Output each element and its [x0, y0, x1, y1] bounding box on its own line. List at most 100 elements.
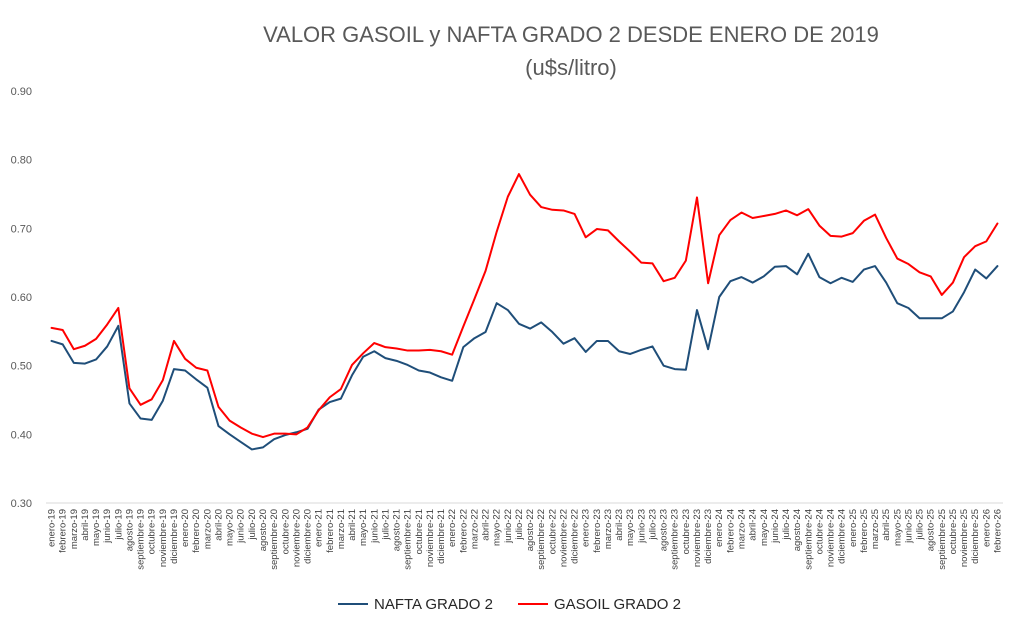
x-tick-label: julio-25	[915, 509, 926, 541]
x-tick-label: diciembre-19	[169, 509, 180, 564]
x-tick-label: febrero-26	[992, 509, 1003, 553]
x-tick-label: octubre-20	[280, 509, 291, 554]
y-tick-label: 0.60	[11, 292, 32, 304]
x-tick-label: octubre-23	[681, 509, 692, 554]
legend-item: GASOIL GRADO 2	[518, 596, 681, 613]
x-tick-label: noviembre-25	[959, 509, 970, 567]
y-axis: 0.30 0.40 0.50 0.60 0.70 0.80 0.90	[11, 86, 32, 510]
x-tick-label: febrero-19	[58, 509, 69, 553]
x-tick-label: diciembre-22	[570, 509, 581, 564]
x-tick-label: septiembre-20	[269, 509, 280, 570]
x-tick-label: junio-22	[503, 509, 514, 544]
x-tick-label: marzo-23	[603, 509, 614, 549]
x-tick-label: mayo-21	[358, 509, 369, 546]
x-tick-label: febrero-21	[325, 509, 336, 553]
x-tick-label: agosto-21	[392, 509, 403, 551]
x-tick-label: junio-25	[903, 509, 914, 544]
x-tick-label: marzo-24	[736, 509, 747, 549]
x-tick-label: mayo-24	[759, 509, 770, 546]
chart-subtitle: (u$s/litro)	[525, 55, 617, 80]
x-tick-label: enero-24	[714, 509, 725, 547]
x-tick-label: agosto-24	[792, 509, 803, 551]
legend-label: NAFTA GRADO 2	[374, 596, 493, 613]
x-tick-label: julio-22	[514, 509, 525, 541]
x-tick-label: septiembre-24	[803, 509, 814, 570]
x-tick-label: agosto-20	[258, 509, 269, 551]
x-axis: enero-19 febrero-19 marzo-19 abril-19 mayo-1…	[46, 502, 1003, 570]
x-tick-label: agosto-25	[926, 509, 937, 551]
legend-label: GASOIL GRADO 2	[554, 596, 681, 613]
x-tick-label: noviembre-23	[692, 509, 703, 567]
legend-item: NAFTA GRADO 2	[338, 596, 493, 613]
y-tick-label: 0.40	[11, 429, 32, 441]
x-tick-label: junio-20	[236, 509, 247, 544]
x-tick-label: enero-21	[314, 509, 325, 547]
x-tick-label: julio-21	[380, 509, 391, 541]
x-tick-label: noviembre-20	[291, 509, 302, 567]
x-tick-label: octubre-24	[814, 509, 825, 554]
x-tick-label: junio-24	[770, 509, 781, 544]
x-tick-label: marzo-20	[202, 509, 213, 549]
y-tick-label: 0.50	[11, 361, 32, 373]
x-tick-label: mayo-23	[625, 509, 636, 546]
x-tick-label: abril-19	[80, 509, 91, 541]
x-tick-label: septiembre-19	[136, 509, 147, 570]
x-tick-label: julio-20	[247, 509, 258, 541]
x-tick-label: junio-23	[636, 509, 647, 544]
x-tick-label: abril-21	[347, 509, 358, 541]
x-tick-label: enero-23	[581, 509, 592, 547]
y-tick-label: 0.70	[11, 223, 32, 235]
x-tick-label: noviembre-24	[826, 509, 837, 567]
x-tick-label: febrero-23	[592, 509, 603, 553]
y-tick-label: 0.80	[11, 155, 32, 167]
x-tick-label: marzo-22	[469, 509, 480, 549]
x-tick-label: agosto-23	[659, 509, 670, 551]
x-tick-label: mayo-19	[91, 509, 102, 546]
x-tick-label: febrero-25	[859, 509, 870, 553]
x-tick-label: enero-19	[47, 509, 58, 547]
x-tick-label: octubre-21	[414, 509, 425, 554]
legend: NAFTA GRADO 2 GASOIL GRADO 2	[338, 596, 681, 613]
x-tick-label: diciembre-21	[436, 509, 447, 564]
series-line-gasoil	[50, 173, 999, 439]
x-tick-label: enero-22	[447, 509, 458, 547]
x-tick-label: mayo-20	[225, 509, 236, 546]
chart-title: VALOR GASOIL y NAFTA GRADO 2 DESDE ENERO…	[263, 22, 879, 47]
x-tick-label: julio-19	[113, 509, 124, 541]
x-tick-label: noviembre-22	[558, 509, 569, 567]
x-tick-label: abril-25	[881, 509, 892, 541]
y-tick-label: 0.90	[11, 86, 32, 98]
x-tick-label: junio-19	[102, 509, 113, 544]
x-tick-label: mayo-25	[892, 509, 903, 546]
x-tick-label: diciembre-25	[970, 509, 981, 564]
x-tick-label: abril-20	[213, 509, 224, 541]
x-tick-label: febrero-20	[191, 509, 202, 553]
x-tick-label: diciembre-23	[703, 509, 714, 564]
x-tick-label: noviembre-21	[425, 509, 436, 567]
x-tick-label: febrero-22	[458, 509, 469, 553]
x-tick-label: noviembre-19	[158, 509, 169, 567]
x-tick-label: septiembre-22	[536, 509, 547, 570]
x-tick-label: octubre-25	[948, 509, 959, 554]
x-tick-label: septiembre-23	[670, 509, 681, 570]
x-tick-label: mayo-22	[492, 509, 503, 546]
x-tick-label: septiembre-25	[937, 509, 948, 570]
x-tick-label: diciembre-20	[303, 509, 314, 564]
series-lines	[50, 173, 999, 451]
x-tick-label: enero-26	[981, 509, 992, 547]
x-tick-label: marzo-21	[336, 509, 347, 549]
x-tick-label: agosto-19	[124, 509, 135, 551]
x-tick-label: octubre-22	[547, 509, 558, 554]
x-tick-label: abril-24	[748, 509, 759, 541]
y-tick-label: 0.30	[11, 498, 32, 510]
x-tick-label: abril-23	[614, 509, 625, 541]
x-tick-label: junio-21	[369, 509, 380, 544]
x-tick-label: octubre-19	[147, 509, 158, 554]
x-tick-label: marzo-25	[870, 509, 881, 549]
x-tick-label: marzo-19	[69, 509, 80, 549]
x-tick-label: enero-20	[180, 509, 191, 547]
series-line-nafta	[50, 252, 999, 451]
x-tick-label: agosto-22	[525, 509, 536, 551]
